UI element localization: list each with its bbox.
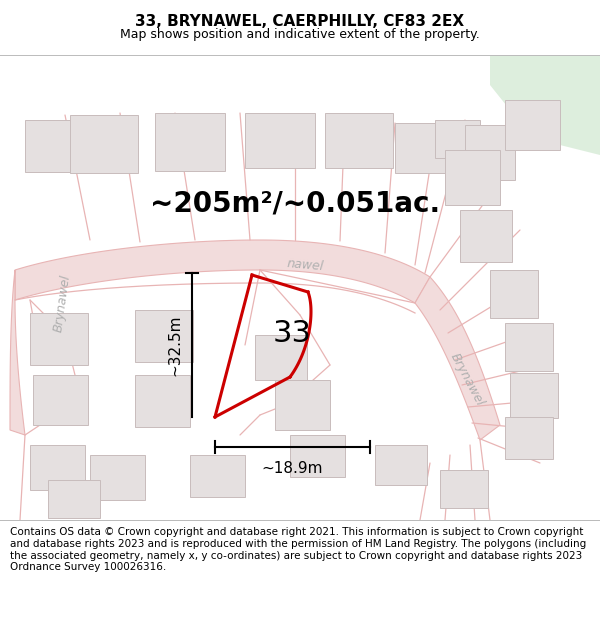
Polygon shape xyxy=(490,55,600,155)
Bar xyxy=(48,480,100,518)
Bar xyxy=(395,123,450,173)
Text: nawel: nawel xyxy=(286,257,324,273)
Bar xyxy=(325,113,393,168)
Bar xyxy=(25,120,83,172)
Bar xyxy=(255,335,307,380)
Bar xyxy=(70,115,138,173)
Bar xyxy=(440,470,488,508)
Bar xyxy=(33,375,88,425)
Bar xyxy=(30,313,88,365)
Bar xyxy=(30,445,85,490)
Text: 33: 33 xyxy=(272,319,311,348)
Bar xyxy=(190,455,245,497)
Text: 33, BRYNAWEL, CAERPHILLY, CF83 2EX: 33, BRYNAWEL, CAERPHILLY, CF83 2EX xyxy=(136,14,464,29)
Bar xyxy=(90,455,145,500)
Text: Brynawel: Brynawel xyxy=(448,351,487,409)
Bar xyxy=(505,100,560,150)
Polygon shape xyxy=(415,277,500,440)
Bar xyxy=(505,417,553,459)
Bar xyxy=(275,380,330,430)
Text: ~205m²/~0.051ac.: ~205m²/~0.051ac. xyxy=(150,189,440,217)
Bar xyxy=(245,113,315,168)
Bar xyxy=(505,323,553,371)
Polygon shape xyxy=(15,240,430,303)
Bar xyxy=(135,310,193,362)
Bar xyxy=(490,270,538,318)
Bar xyxy=(460,210,512,262)
Text: Brynawel: Brynawel xyxy=(52,273,73,332)
Text: Contains OS data © Crown copyright and database right 2021. This information is : Contains OS data © Crown copyright and d… xyxy=(10,528,586,572)
Text: ~32.5m: ~32.5m xyxy=(167,314,182,376)
Bar xyxy=(135,375,190,427)
Bar xyxy=(510,373,558,418)
Text: ~18.9m: ~18.9m xyxy=(262,461,323,476)
Bar xyxy=(465,125,515,180)
Bar xyxy=(375,445,427,485)
Bar xyxy=(445,150,500,205)
Bar xyxy=(435,120,480,158)
Bar xyxy=(155,113,225,171)
Text: Map shows position and indicative extent of the property.: Map shows position and indicative extent… xyxy=(120,28,480,41)
Bar xyxy=(290,435,345,477)
Polygon shape xyxy=(10,270,25,435)
